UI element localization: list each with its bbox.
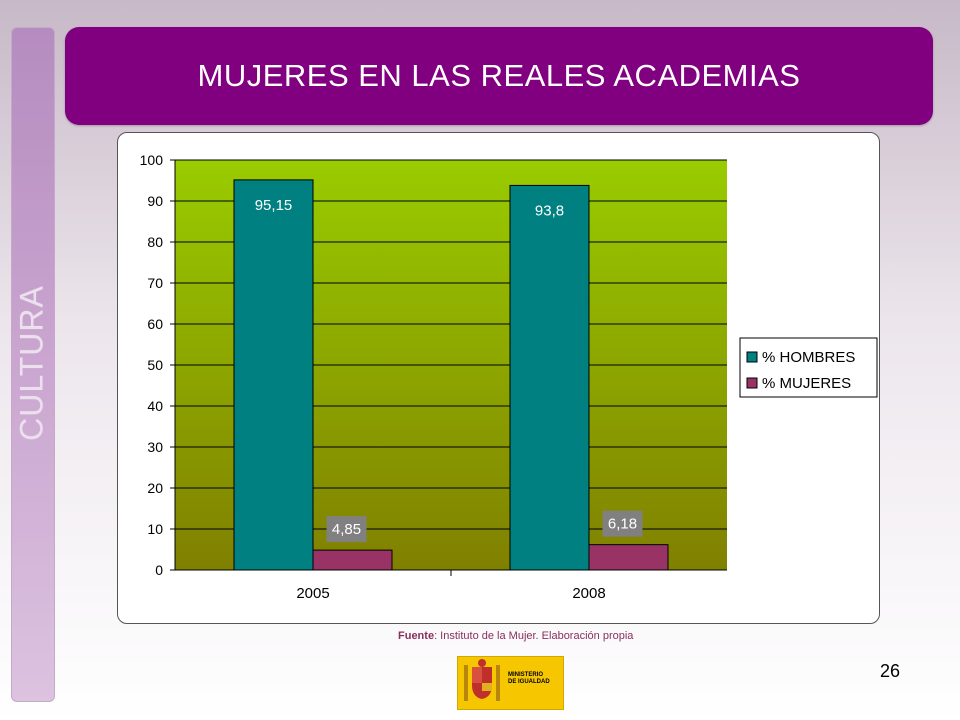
y-tick-label: 90 — [147, 193, 163, 209]
bar-mujeres-2008 — [588, 544, 669, 571]
source-text: : Instituto de la Mujer. Elaboración pro… — [434, 630, 634, 642]
legend-label: % HOMBRES — [762, 349, 855, 366]
section-label: CULTURA — [13, 285, 50, 441]
y-tick-label: 10 — [147, 521, 163, 537]
side-bar — [11, 27, 55, 702]
logo-line-1: MINISTERIO — [508, 672, 544, 678]
data-label: 4,85 — [332, 521, 361, 538]
source-label: Fuente — [398, 630, 435, 642]
data-label: 93,8 — [535, 202, 564, 219]
bar-chart: 0 10 20 30 40 50 60 70 80 90 100 95,15 4,85 2005 93,8 6… — [140, 152, 878, 602]
logo-line-2: DE IGUALDAD — [508, 679, 550, 685]
legend — [739, 337, 878, 398]
y-tick-label: 20 — [147, 480, 163, 496]
y-tick-label: 30 — [147, 439, 163, 455]
page-title: MUJERES EN LAS REALES ACADEMIAS — [197, 58, 801, 93]
source-note: Fuente: Instituto de la Mujer. Elaboraci… — [398, 630, 633, 642]
y-tick-label: 0 — [155, 562, 163, 578]
title-bar: MUJERES EN LAS REALES ACADEMIAS — [65, 27, 933, 125]
data-label: 6,18 — [608, 516, 637, 533]
ministry-logo: MINISTERIO DE IGUALDAD — [457, 656, 564, 710]
bar-mujeres-2005 — [312, 549, 393, 571]
data-label-box — [602, 510, 643, 537]
bar-hombres-2008 — [509, 184, 590, 571]
y-tick-label: 100 — [140, 152, 164, 168]
y-tick-label: 80 — [147, 234, 163, 250]
coat-of-arms-icon — [464, 659, 500, 701]
legend-swatch — [746, 351, 758, 363]
x-tick-label: 2005 — [296, 585, 329, 602]
data-label-box — [326, 516, 367, 543]
y-tick-label: 60 — [147, 316, 163, 332]
bar-hombres-2005 — [233, 179, 314, 571]
legend-swatch — [746, 377, 758, 389]
y-tick-label: 50 — [147, 357, 163, 373]
x-tick-label: 2008 — [572, 585, 605, 602]
page-number: 26 — [880, 661, 901, 681]
y-tick-label: 70 — [147, 275, 163, 291]
legend-label: % MUJERES — [762, 375, 851, 392]
data-label: 95,15 — [255, 197, 293, 214]
chart-frame: 0 10 20 30 40 50 60 70 80 90 100 95,15 4,85 2005 93,8 6… — [117, 132, 880, 624]
y-tick-label: 40 — [147, 398, 163, 414]
